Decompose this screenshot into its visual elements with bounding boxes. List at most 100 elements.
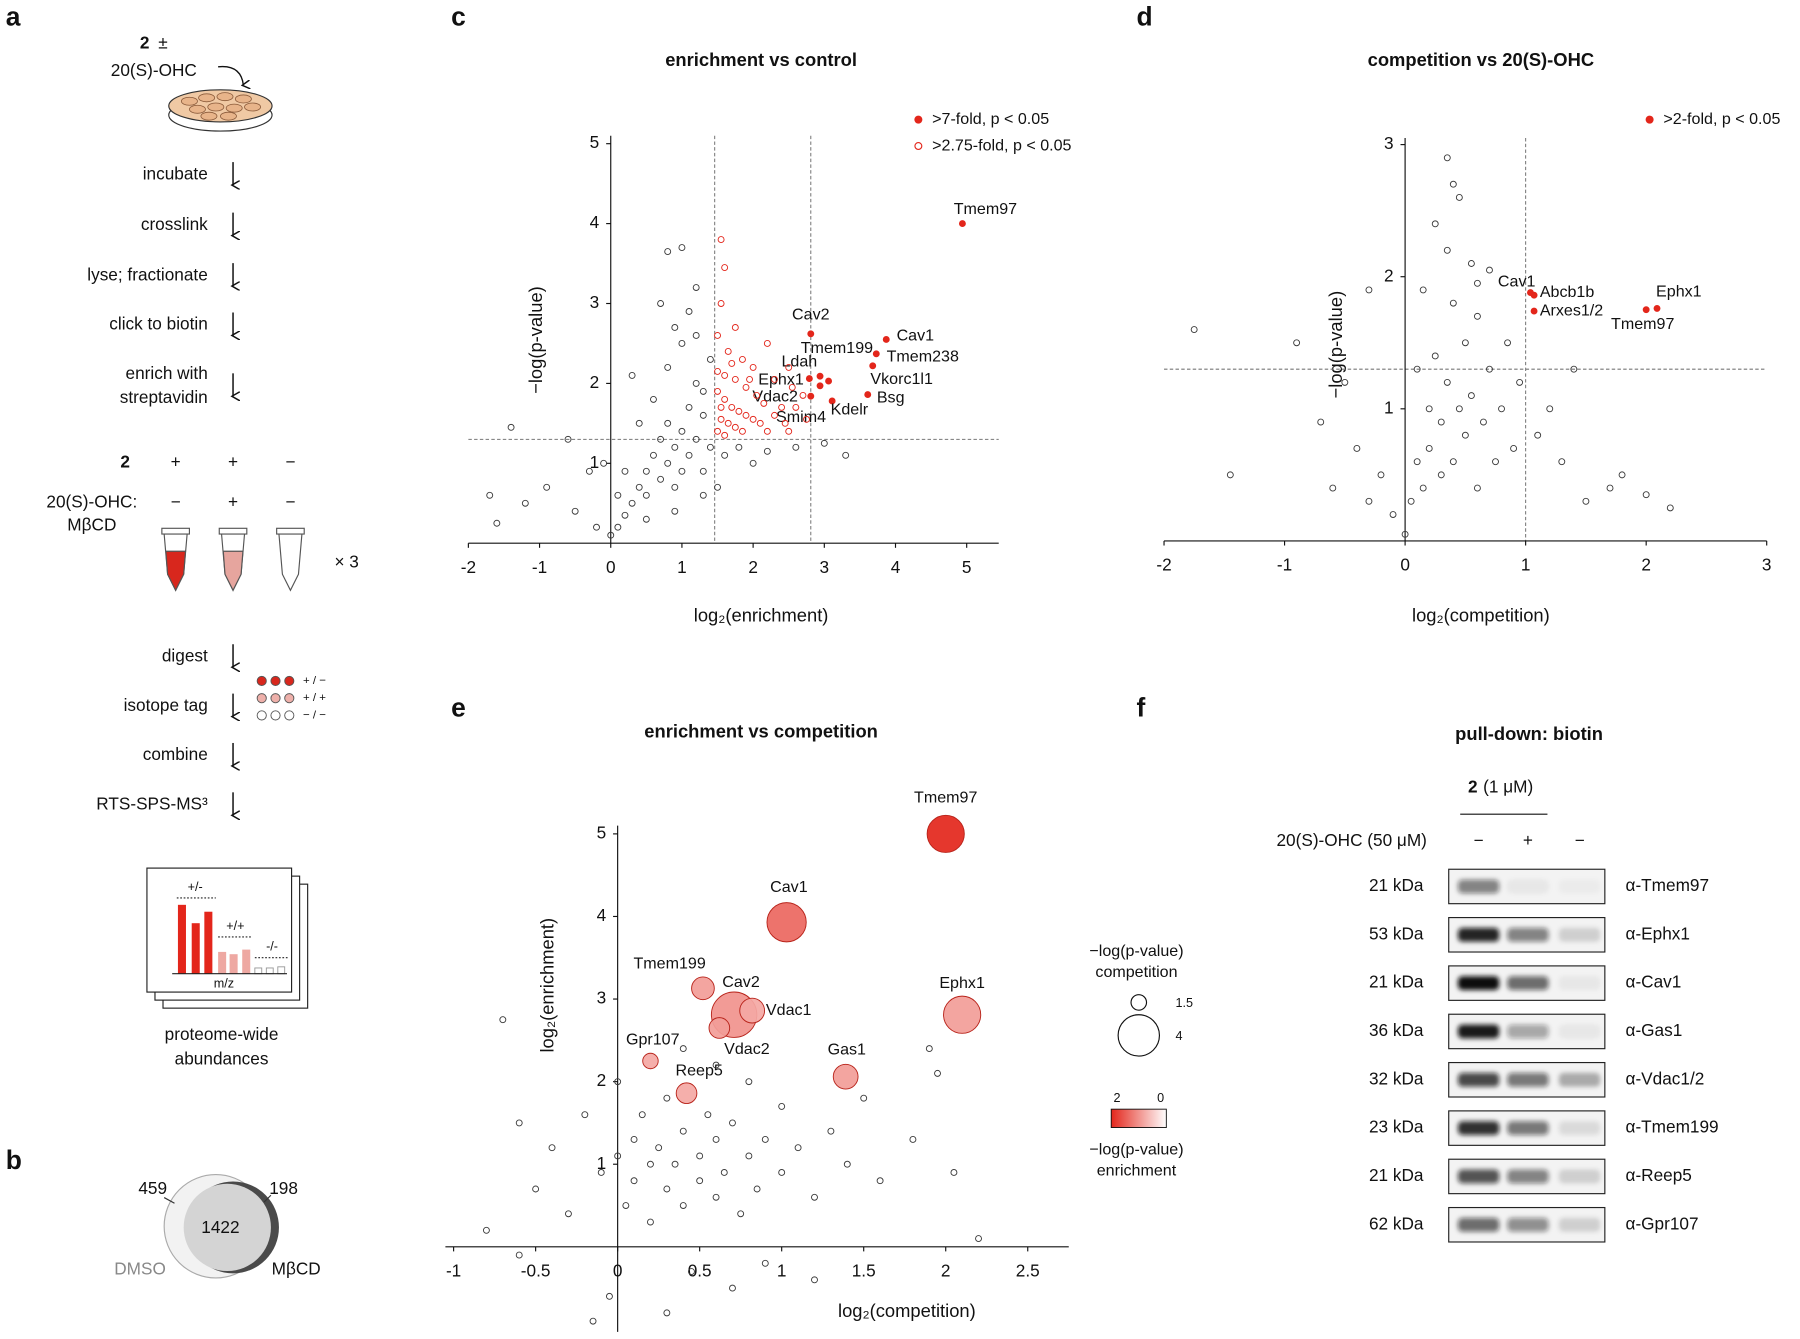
antibody: α-Cav1	[1626, 972, 1682, 992]
point	[1467, 260, 1475, 267]
point	[1582, 497, 1590, 505]
point-label: Vdac1	[766, 1001, 812, 1019]
x-tick-label: -1	[532, 557, 547, 577]
point	[1425, 405, 1433, 413]
western-blot: pull-down: biotin 2 (1 μM) 20(S)-OHC (50…	[1276, 723, 1719, 1243]
point	[663, 1094, 671, 1102]
tube-liquid	[165, 550, 187, 592]
point	[745, 1152, 753, 1160]
point	[692, 435, 700, 443]
point	[657, 475, 665, 483]
point	[1425, 445, 1433, 452]
point	[749, 459, 757, 467]
point	[925, 1045, 933, 1053]
point	[564, 435, 572, 443]
point-highlight	[816, 372, 824, 380]
condition-sign: +	[228, 492, 238, 512]
band	[1558, 1072, 1601, 1087]
step: RTS-SPS-MS³	[96, 794, 208, 814]
venn-count: 459	[138, 1178, 167, 1198]
point	[678, 467, 686, 475]
point-highlight	[1530, 307, 1538, 315]
panel-label: b	[6, 1145, 22, 1175]
point	[499, 1016, 507, 1024]
point	[647, 1218, 654, 1226]
y-axis-label: −log(p-value)	[1325, 291, 1346, 399]
point-label: Cav1	[1498, 272, 1536, 290]
y-tick-label: 3	[590, 292, 600, 312]
point	[729, 1284, 736, 1292]
point	[721, 371, 729, 379]
bubble	[675, 1082, 698, 1104]
point	[482, 1226, 490, 1234]
antibody: α-Gpr107	[1626, 1213, 1699, 1233]
point	[1642, 491, 1650, 499]
point	[1329, 484, 1337, 492]
bubble	[642, 1052, 659, 1070]
tag-dot	[270, 693, 281, 704]
step: click to biotin	[109, 314, 207, 334]
y-tick-label: 3	[1384, 133, 1394, 153]
x-tick-label: 3	[820, 557, 830, 577]
x-tick-label: 2	[748, 557, 758, 577]
bar	[229, 954, 238, 974]
point	[778, 1102, 786, 1110]
leader-line	[163, 1197, 175, 1204]
band	[1558, 1217, 1601, 1232]
point-highlight	[958, 220, 966, 228]
point	[739, 427, 746, 435]
y-tick-label: 2	[597, 1070, 607, 1090]
tag-dot	[270, 710, 281, 721]
point	[724, 419, 732, 427]
point-highlight	[1530, 291, 1538, 299]
tag-dots	[256, 675, 295, 721]
point	[1486, 266, 1493, 274]
cell	[244, 102, 261, 112]
cell	[220, 111, 237, 121]
point	[753, 391, 761, 399]
point-label: Tmem199	[801, 339, 873, 357]
point	[778, 403, 786, 411]
point	[650, 451, 657, 459]
point-highlight	[882, 336, 890, 343]
point	[1449, 299, 1457, 307]
x-tick-label: -1	[1277, 555, 1292, 575]
point	[532, 1185, 540, 1193]
point	[721, 264, 729, 271]
point	[657, 435, 665, 443]
point	[799, 391, 807, 399]
x-tick-label: -2	[1156, 555, 1171, 575]
point	[614, 1078, 622, 1086]
point	[1419, 286, 1427, 294]
condition-label: 20(S)-OHC:	[46, 492, 137, 512]
y-tick-label: 3	[597, 988, 607, 1008]
point	[1516, 378, 1524, 386]
point	[1455, 194, 1463, 201]
point	[720, 1169, 728, 1176]
legend-title: competition	[1095, 963, 1177, 981]
x-tick-label: 3	[1762, 555, 1772, 575]
point	[1377, 471, 1385, 479]
point	[585, 467, 593, 475]
point	[671, 1160, 679, 1168]
point	[664, 248, 672, 256]
point	[1353, 445, 1361, 452]
point	[664, 419, 672, 427]
point	[756, 419, 764, 427]
point	[1443, 154, 1451, 162]
point	[614, 523, 622, 531]
x-tick-label: 1	[677, 557, 687, 577]
point	[785, 363, 793, 371]
point-highlight	[1642, 306, 1650, 314]
point	[771, 375, 778, 383]
point	[1606, 484, 1614, 492]
band-size: 21 kDa	[1369, 972, 1424, 992]
band-size: 23 kDa	[1369, 1117, 1424, 1137]
band	[1507, 1169, 1549, 1184]
lane-sign: −	[1575, 830, 1585, 850]
legend-label: >2.75-fold, p < 0.05	[932, 136, 1071, 154]
y-tick-label: 4	[590, 212, 600, 232]
bar	[191, 923, 200, 974]
point	[717, 236, 725, 244]
legend-label: >7-fold, p < 0.05	[932, 110, 1049, 128]
